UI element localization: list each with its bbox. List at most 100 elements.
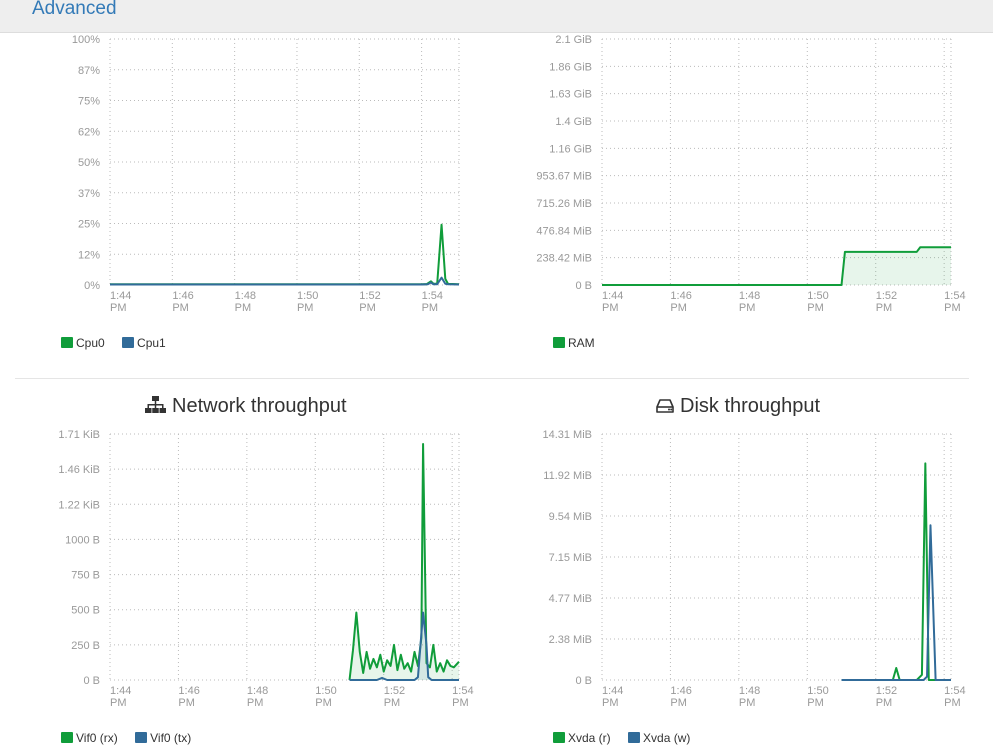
y-tick-label: 2.38 MiB bbox=[549, 634, 592, 646]
disk-panel-title: Disk throughput bbox=[656, 395, 820, 420]
legend-label: Xvda (r) bbox=[568, 731, 611, 745]
x-tick-label: 1:50 PM bbox=[807, 290, 828, 314]
y-tick-label: 11.92 MiB bbox=[543, 470, 592, 482]
y-tick-label: 14.31 MiB bbox=[542, 429, 592, 441]
x-tick-label: 1:44 PM bbox=[602, 685, 623, 709]
y-tick-label: 7.15 MiB bbox=[549, 552, 592, 564]
y-tick-label: 1.16 GiB bbox=[549, 143, 592, 155]
y-tick-label: 37% bbox=[78, 188, 100, 200]
network-legend: Vif0 (rx) Vif0 (tx) bbox=[61, 731, 205, 745]
y-tick-label: 1000 B bbox=[65, 534, 100, 546]
x-tick-label: 1:52 PM bbox=[876, 290, 897, 314]
y-tick-label: 750 B bbox=[71, 570, 100, 582]
x-tick-label: 1:54 PM bbox=[944, 685, 965, 709]
y-tick-label: 100% bbox=[72, 34, 100, 46]
disk-title-text: Disk throughput bbox=[680, 395, 821, 417]
series-line bbox=[348, 442, 460, 681]
y-tick-label: 0 B bbox=[575, 675, 592, 687]
legend-xvda-w[interactable]: Xvda (w) bbox=[628, 731, 690, 745]
y-tick-label: 250 B bbox=[71, 640, 100, 652]
y-tick-label: 1.71 KiB bbox=[58, 429, 100, 441]
x-tick-label: 1:44 PM bbox=[110, 685, 131, 709]
series-area bbox=[602, 247, 951, 285]
tab-bar: Advanced bbox=[0, 0, 993, 33]
legend-swatch bbox=[61, 337, 73, 348]
legend-swatch bbox=[628, 732, 641, 743]
y-tick-label: 500 B bbox=[71, 605, 100, 617]
y-tick-label: 1.22 KiB bbox=[58, 499, 100, 511]
y-tick-label: 0 B bbox=[83, 675, 100, 687]
y-tick-label: 2.1 GiB bbox=[555, 34, 592, 46]
x-tick-label: 1:44 PM bbox=[110, 290, 131, 314]
y-tick-label: 0% bbox=[84, 280, 100, 292]
x-tick-label: 1:46 PM bbox=[670, 685, 691, 709]
hdd-icon bbox=[656, 397, 674, 420]
series-line bbox=[841, 524, 951, 681]
legend-label: RAM bbox=[568, 336, 595, 350]
legend-vif0-rx[interactable]: Vif0 (rx) bbox=[61, 731, 118, 745]
x-tick-label: 1:48 PM bbox=[739, 685, 760, 709]
ram-legend: RAM bbox=[553, 336, 609, 350]
y-tick-label: 1.63 GiB bbox=[549, 89, 592, 101]
y-tick-label: 12% bbox=[78, 249, 100, 261]
y-tick-label: 953.67 MiB bbox=[536, 171, 592, 183]
x-tick-label: 1:54 PM bbox=[422, 290, 443, 314]
sitemap-icon bbox=[145, 396, 166, 420]
legend-xvda-r[interactable]: Xvda (r) bbox=[553, 731, 611, 745]
x-tick-label: 1:54 PM bbox=[452, 685, 473, 709]
y-tick-label: 476.84 MiB bbox=[536, 225, 592, 237]
legend-swatch bbox=[122, 337, 135, 348]
legend-swatch bbox=[553, 337, 565, 348]
x-tick-label: 1:46 PM bbox=[172, 290, 193, 314]
x-tick-label: 1:44 PM bbox=[602, 290, 623, 314]
series-line bbox=[602, 246, 951, 286]
y-tick-label: 715.26 MiB bbox=[536, 198, 592, 210]
disk-legend: Xvda (r) Xvda (w) bbox=[553, 731, 704, 745]
y-tick-label: 1.86 GiB bbox=[549, 61, 592, 73]
legend-label: Vif0 (rx) bbox=[76, 731, 118, 745]
y-tick-label: 0 B bbox=[575, 280, 592, 292]
x-tick-label: 1:50 PM bbox=[297, 290, 318, 314]
series-line bbox=[110, 276, 460, 286]
x-tick-label: 1:50 PM bbox=[807, 685, 828, 709]
y-tick-label: 62% bbox=[78, 126, 100, 138]
x-tick-label: 1:48 PM bbox=[235, 290, 256, 314]
x-tick-label: 1:52 PM bbox=[876, 685, 897, 709]
tab-advanced[interactable]: Advanced bbox=[32, 0, 117, 19]
y-tick-label: 9.54 MiB bbox=[549, 511, 592, 523]
legend-cpu1[interactable]: Cpu1 bbox=[122, 336, 166, 350]
x-tick-label: 1:52 PM bbox=[384, 685, 405, 709]
y-tick-label: 50% bbox=[78, 157, 100, 169]
legend-vif0-tx[interactable]: Vif0 (tx) bbox=[135, 731, 191, 745]
legend-label: Cpu0 bbox=[76, 336, 105, 350]
legend-label: Xvda (w) bbox=[643, 731, 691, 745]
cpu-legend: Cpu0 Cpu1 bbox=[61, 336, 180, 350]
legend-ram[interactable]: RAM bbox=[553, 336, 595, 350]
y-tick-label: 25% bbox=[78, 219, 100, 231]
legend-label: Vif0 (tx) bbox=[150, 731, 192, 745]
y-tick-label: 75% bbox=[78, 96, 100, 108]
legend-swatch bbox=[553, 732, 565, 743]
x-tick-label: 1:48 PM bbox=[739, 290, 760, 314]
legend-swatch bbox=[135, 732, 148, 743]
legend-cpu0[interactable]: Cpu0 bbox=[61, 336, 105, 350]
x-tick-label: 1:46 PM bbox=[178, 685, 199, 709]
network-title-text: Network throughput bbox=[172, 395, 347, 417]
y-tick-label: 4.77 MiB bbox=[549, 593, 592, 605]
legend-label: Cpu1 bbox=[137, 336, 166, 350]
y-tick-label: 1.4 GiB bbox=[555, 116, 592, 128]
y-tick-label: 1.46 KiB bbox=[58, 464, 100, 476]
legend-swatch bbox=[61, 732, 73, 743]
x-tick-label: 1:48 PM bbox=[247, 685, 268, 709]
y-tick-label: 87% bbox=[78, 65, 100, 77]
x-tick-label: 1:54 PM bbox=[944, 290, 965, 314]
y-tick-label: 238.42 MiB bbox=[536, 253, 592, 265]
x-tick-label: 1:52 PM bbox=[359, 290, 380, 314]
section-divider bbox=[15, 378, 969, 379]
network-panel-title: Network throughput bbox=[145, 395, 347, 420]
x-tick-label: 1:46 PM bbox=[670, 290, 691, 314]
